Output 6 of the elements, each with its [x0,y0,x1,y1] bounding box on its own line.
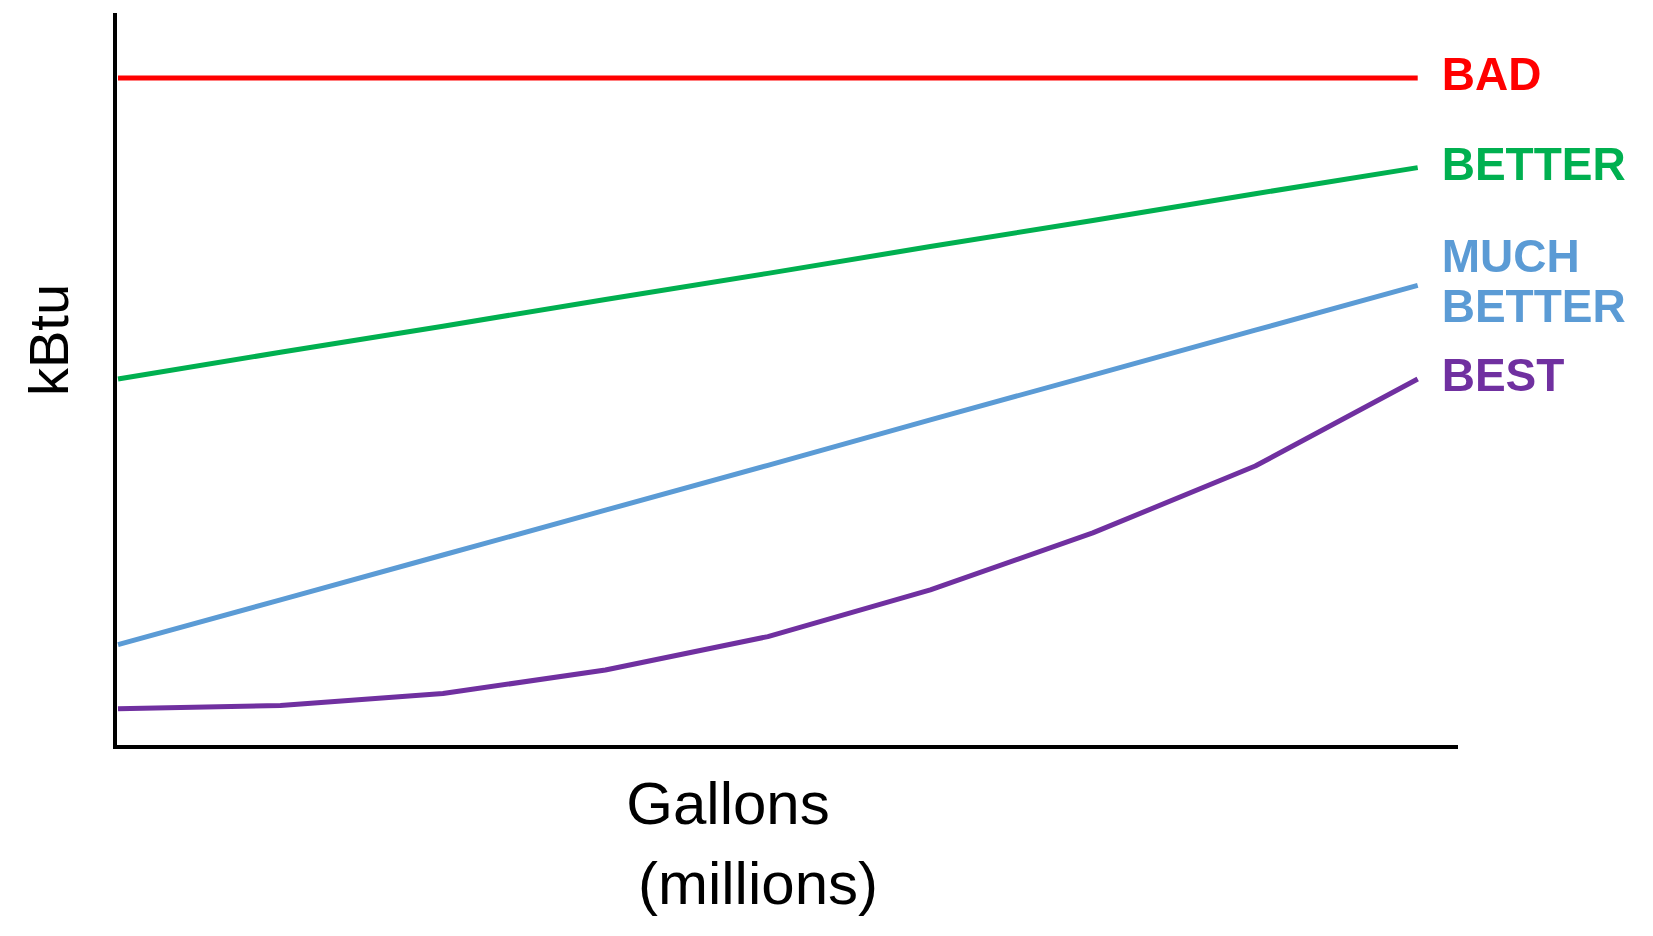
series-label: BETTER [1441,137,1626,190]
series-label: BEST [1441,349,1565,402]
series-label: BAD [1441,48,1542,101]
y-axis-title: kBtu [17,283,80,397]
series-label: MUCH BETTER [1441,230,1626,333]
x-axis-title: Gallons (millions) [626,769,878,917]
